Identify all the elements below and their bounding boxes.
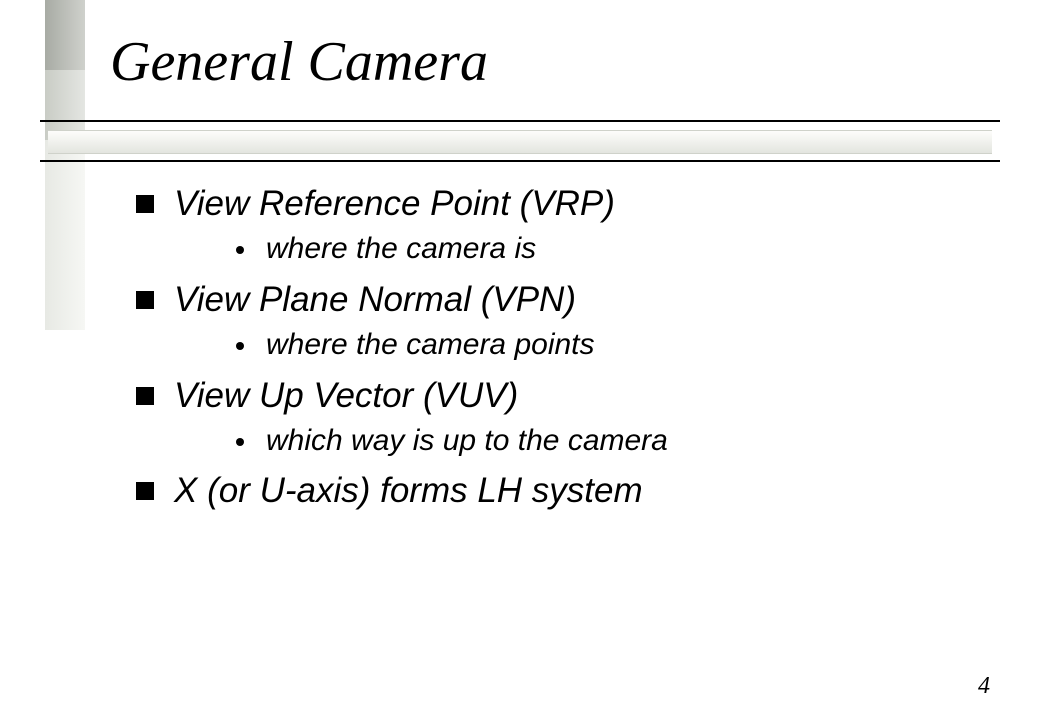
sub-bullet-list: where the camera points (236, 325, 980, 366)
decor-band-1 (45, 0, 85, 70)
rule-line-bottom (40, 160, 1000, 162)
bullet-item: X (or U-axis) forms LH system (130, 467, 980, 514)
bullet-text: View Plane Normal (VPN) (174, 280, 576, 319)
sub-bullet-list: where the camera is (236, 229, 980, 270)
slide-title: General Camera (110, 30, 488, 94)
sub-bullet-item: where the camera is (236, 229, 980, 270)
sub-bullet-text: where the camera is (266, 232, 536, 265)
sub-bullet-item: where the camera points (236, 325, 980, 366)
bullet-item: View Reference Point (VRP) where the cam… (130, 180, 980, 270)
slide-content: View Reference Point (VRP) where the cam… (130, 180, 980, 521)
page-number: 4 (978, 673, 990, 700)
rule-box (48, 130, 992, 154)
bullet-list: View Reference Point (VRP) where the cam… (130, 180, 980, 515)
sub-bullet-item: which way is up to the camera (236, 421, 980, 462)
bullet-text: X (or U-axis) forms LH system (174, 471, 643, 510)
sub-bullet-text: which way is up to the camera (266, 424, 668, 457)
decor-strip (45, 0, 85, 330)
decor-band-4 (45, 210, 85, 270)
title-rule (40, 120, 1000, 130)
bullet-item: View Up Vector (VUV) which way is up to … (130, 372, 980, 462)
sub-bullet-list: which way is up to the camera (236, 421, 980, 462)
rule-line-top (40, 120, 1000, 122)
bullet-item: View Plane Normal (VPN) where the camera… (130, 276, 980, 366)
sub-bullet-text: where the camera points (266, 328, 595, 361)
bullet-text: View Up Vector (VUV) (174, 376, 518, 415)
bullet-text: View Reference Point (VRP) (174, 184, 615, 223)
decor-band-5 (45, 270, 85, 330)
slide: General Camera View Reference Point (VRP… (0, 0, 1040, 720)
